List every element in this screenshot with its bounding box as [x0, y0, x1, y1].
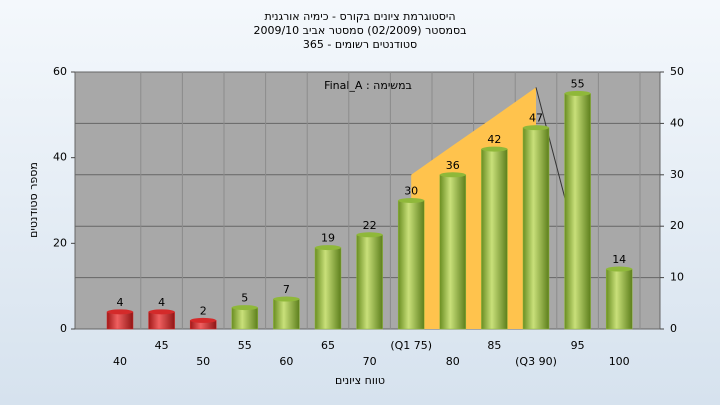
y2-tick-label: 10: [670, 271, 684, 284]
bar: [106, 311, 134, 330]
y-tick-label: 0: [60, 322, 67, 335]
bar: [522, 127, 550, 330]
bar-cap: [231, 305, 258, 311]
bar-cap: [606, 266, 633, 272]
y2-tick-label: 0: [670, 322, 677, 335]
x-tick-label: 45: [155, 339, 169, 352]
value-label: 42: [487, 133, 501, 146]
value-label: 2: [200, 304, 207, 317]
bar: [273, 298, 300, 330]
x-tick-label: (Q1 75): [390, 339, 432, 352]
bar: [439, 174, 467, 330]
x-tick-label: 80: [446, 355, 460, 368]
bar-cap: [564, 90, 591, 96]
title-line: היסטוגרמת ציונים בקורס - כימיה אורגנית: [264, 10, 455, 23]
bar-cap: [439, 172, 466, 178]
y-tick-label: 60: [53, 65, 67, 78]
value-label: 5: [241, 292, 248, 305]
y2-tick-label: 50: [670, 65, 684, 78]
value-label: 7: [283, 283, 290, 296]
bar-cap: [356, 232, 383, 238]
x-tick-label: (Q3 90): [515, 355, 557, 368]
x-tick-label: 70: [363, 355, 377, 368]
bar-cap: [190, 317, 217, 323]
x-tick-label: 55: [238, 339, 252, 352]
x-tick-label: 85: [487, 339, 501, 352]
x-tick-label: 40: [113, 355, 127, 368]
value-label: 19: [321, 232, 335, 245]
bar: [314, 247, 342, 330]
bar: [564, 93, 591, 330]
y-tick-label: 40: [53, 151, 67, 164]
bar: [148, 311, 175, 330]
value-label: 47: [529, 112, 543, 125]
bar-cap: [148, 309, 175, 315]
bar-cap: [273, 296, 300, 302]
x-tick-label: 100: [609, 355, 630, 368]
y-axis-label: מספר סטודנטים: [27, 162, 40, 238]
value-label: 36: [446, 159, 460, 172]
bar: [231, 307, 259, 330]
bar: [605, 268, 633, 330]
y2-tick-label: 40: [670, 116, 684, 129]
value-label: 4: [117, 296, 124, 309]
bar: [356, 234, 383, 330]
y2-tick-label: 20: [670, 219, 684, 232]
title-line: סטודנטים רשומים - 365: [303, 38, 417, 51]
title-line: בסמסטר (02/2009) סמסטר אביב 2009/10: [253, 24, 466, 37]
bar-cap: [523, 125, 549, 131]
y2-tick-label: 30: [670, 168, 684, 181]
x-axis-label: טווח ציונים: [335, 374, 385, 387]
value-label: 22: [363, 219, 377, 232]
y-tick-label: 20: [53, 236, 67, 249]
value-label: 55: [571, 77, 585, 90]
bar-cap: [315, 245, 341, 251]
bar-cap: [398, 198, 425, 203]
value-label: 4: [158, 296, 165, 309]
bar-cap: [107, 309, 133, 315]
bar: [481, 148, 508, 330]
value-label: 14: [612, 253, 626, 266]
x-tick-label: 65: [321, 339, 335, 352]
annotation: Final_A : במשימה: [324, 79, 412, 92]
x-tick-label: 50: [196, 355, 210, 368]
x-tick-label: 60: [279, 355, 293, 368]
value-label: 30: [404, 185, 418, 198]
bar: [397, 200, 425, 330]
bar-cap: [481, 146, 508, 152]
x-tick-label: 95: [571, 339, 585, 352]
